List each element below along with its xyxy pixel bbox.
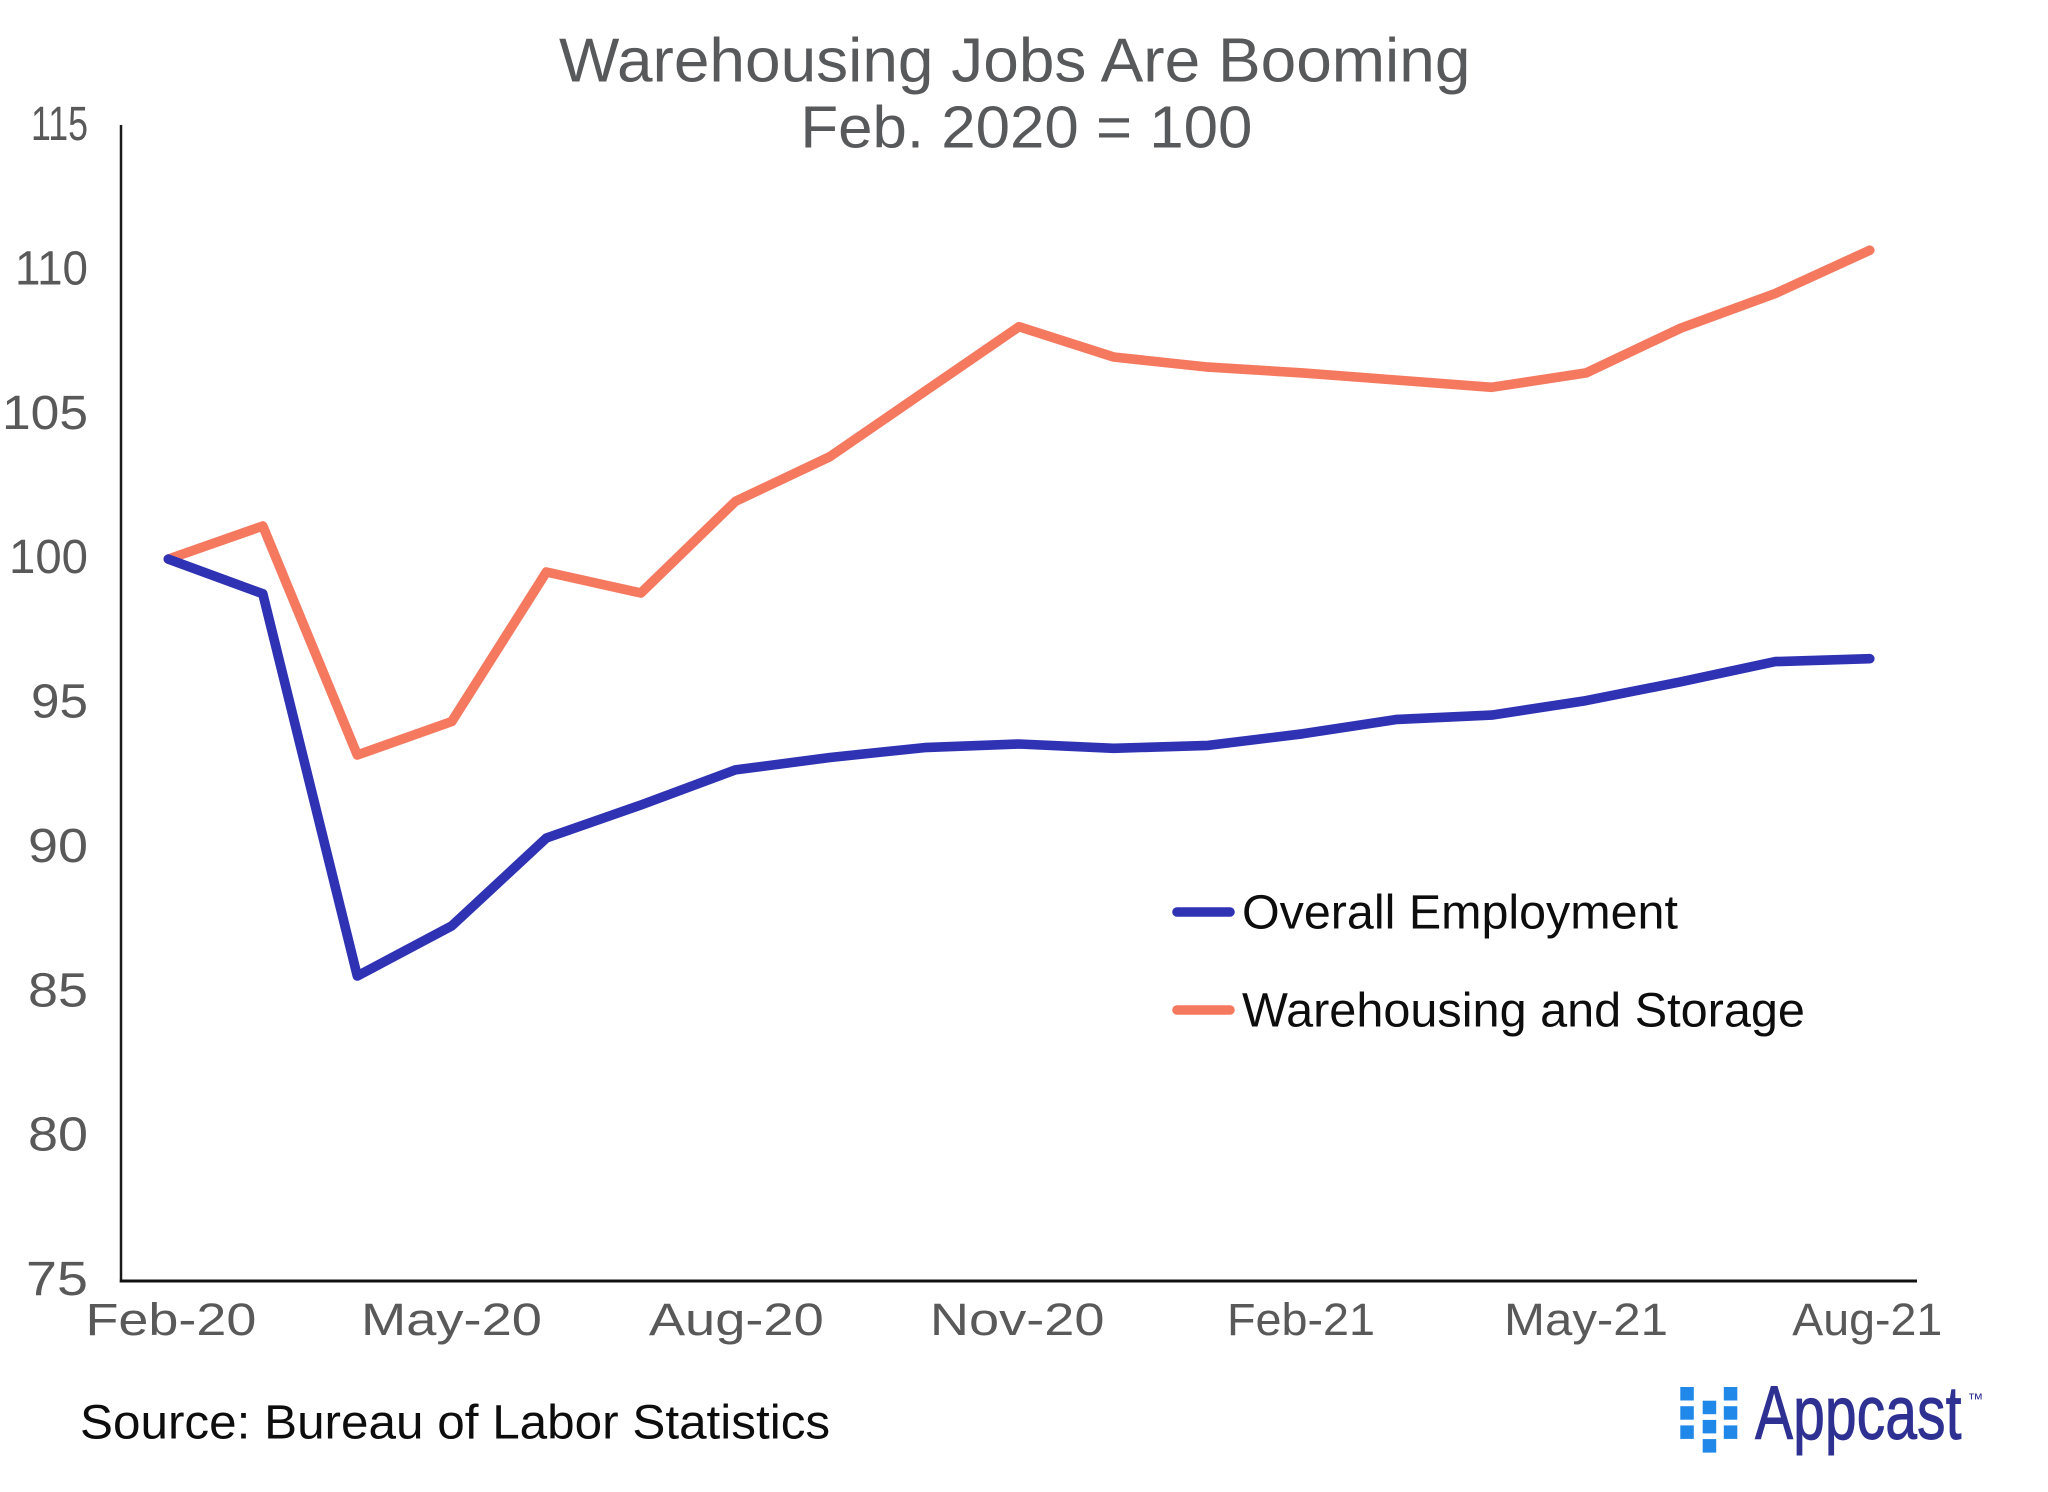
svg-text:80: 80 bbox=[28, 1107, 88, 1161]
svg-text:Aug-20: Aug-20 bbox=[649, 1294, 824, 1345]
svg-text:Nov-20: Nov-20 bbox=[930, 1294, 1105, 1345]
svg-text:May-21: May-21 bbox=[1504, 1294, 1668, 1345]
svg-text:Warehousing and Storage: Warehousing and Storage bbox=[1242, 984, 1805, 1038]
svg-text:95: 95 bbox=[31, 674, 88, 728]
svg-text:Warehousing Jobs Are Booming: Warehousing Jobs Are Booming bbox=[559, 26, 1470, 95]
svg-text:Feb. 2020 = 100: Feb. 2020 = 100 bbox=[800, 94, 1252, 160]
svg-text:Source: Bureau of Labor Statis: Source: Bureau of Labor Statistics bbox=[80, 1396, 830, 1449]
svg-text:75: 75 bbox=[26, 1253, 88, 1307]
svg-text:110: 110 bbox=[15, 241, 88, 294]
svg-text:Appcast: Appcast bbox=[1755, 1371, 1962, 1456]
svg-text:Feb-20: Feb-20 bbox=[85, 1294, 256, 1345]
svg-text:™: ™ bbox=[1968, 1392, 1984, 1409]
svg-text:100: 100 bbox=[9, 531, 88, 584]
svg-text:Feb-21: Feb-21 bbox=[1227, 1294, 1375, 1345]
svg-text:Overall Employment: Overall Employment bbox=[1242, 886, 1679, 940]
svg-text:Aug-21: Aug-21 bbox=[1792, 1294, 1942, 1344]
svg-text:105: 105 bbox=[2, 385, 88, 439]
svg-text:85: 85 bbox=[28, 963, 88, 1017]
svg-text:90: 90 bbox=[28, 819, 88, 873]
svg-text:115: 115 bbox=[31, 97, 88, 150]
svg-text:May-20: May-20 bbox=[361, 1294, 542, 1345]
